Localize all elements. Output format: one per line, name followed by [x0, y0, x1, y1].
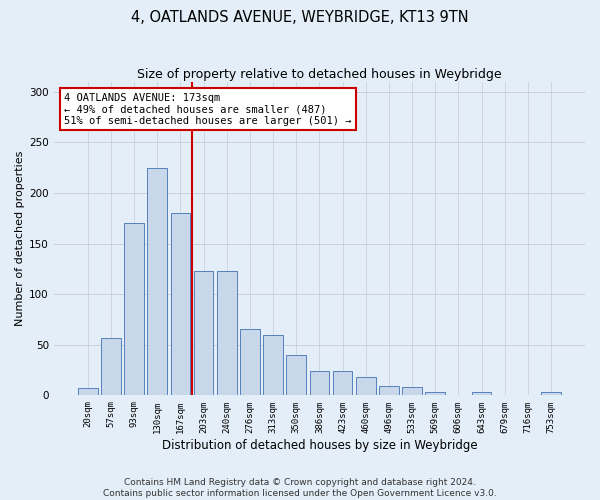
- Bar: [194, 271, 214, 396]
- Bar: [425, 392, 445, 396]
- Bar: [124, 224, 144, 396]
- Bar: [217, 271, 236, 396]
- Text: 4 OATLANDS AVENUE: 173sqm
← 49% of detached houses are smaller (487)
51% of semi: 4 OATLANDS AVENUE: 173sqm ← 49% of detac…: [64, 92, 352, 126]
- Text: Contains HM Land Registry data © Crown copyright and database right 2024.
Contai: Contains HM Land Registry data © Crown c…: [103, 478, 497, 498]
- Bar: [310, 371, 329, 396]
- Bar: [240, 328, 260, 396]
- Bar: [286, 355, 306, 396]
- Bar: [148, 168, 167, 396]
- Bar: [356, 377, 376, 396]
- Title: Size of property relative to detached houses in Weybridge: Size of property relative to detached ho…: [137, 68, 502, 80]
- Y-axis label: Number of detached properties: Number of detached properties: [15, 151, 25, 326]
- Bar: [101, 338, 121, 396]
- Bar: [402, 388, 422, 396]
- Bar: [170, 214, 190, 396]
- Bar: [541, 392, 561, 396]
- Bar: [263, 334, 283, 396]
- Bar: [78, 388, 98, 396]
- Bar: [333, 371, 352, 396]
- X-axis label: Distribution of detached houses by size in Weybridge: Distribution of detached houses by size …: [161, 440, 477, 452]
- Text: 4, OATLANDS AVENUE, WEYBRIDGE, KT13 9TN: 4, OATLANDS AVENUE, WEYBRIDGE, KT13 9TN: [131, 10, 469, 25]
- Bar: [472, 392, 491, 396]
- Bar: [379, 386, 399, 396]
